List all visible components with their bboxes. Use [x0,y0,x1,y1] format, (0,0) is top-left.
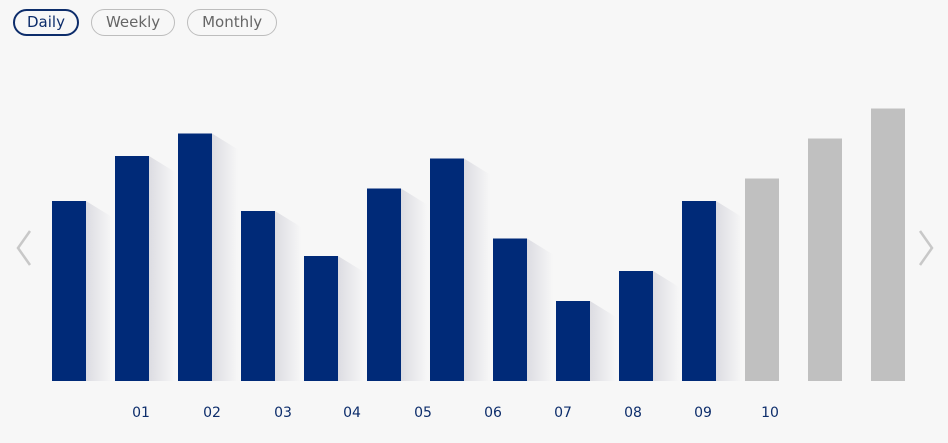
bar-shadow [716,201,742,381]
x-tick-label: 04 [343,405,361,421]
bar-shadow [212,133,238,381]
x-tick-label: 01 [132,405,150,421]
chevron-right-icon [918,230,934,266]
bar[interactable] [556,301,590,381]
chevron-left-icon [16,230,32,266]
bar[interactable] [871,108,905,382]
bar[interactable] [619,271,653,381]
bar-shadow [338,256,364,381]
x-tick-label: 02 [203,405,221,421]
bar-shadow [401,188,427,381]
bar[interactable] [745,178,779,382]
bar-shadow [149,156,175,381]
x-tick-label: 07 [554,405,572,421]
bar[interactable] [52,201,86,381]
bar[interactable] [493,238,527,382]
bar[interactable] [178,133,212,382]
tab-weekly[interactable]: Weekly [90,9,176,36]
bar[interactable] [430,158,464,382]
bar-shadow [464,158,490,381]
x-tick-label: 10 [761,405,779,421]
x-tick-label: 09 [694,405,712,421]
bar[interactable] [808,138,842,382]
bar-shadow [86,201,112,381]
next-button[interactable] [916,228,936,268]
bar[interactable] [304,256,338,381]
x-tick-label: 08 [624,405,642,421]
bar-shadow [590,301,616,381]
bar-shadow [275,211,301,381]
bar[interactable] [241,211,275,381]
x-tick-label: 03 [274,405,292,421]
tab-monthly[interactable]: Monthly [187,9,278,36]
bar-shadow [653,271,679,381]
tab-daily[interactable]: Daily [13,9,79,36]
bar[interactable] [367,188,401,382]
period-tabs: Daily Weekly Monthly [13,9,278,36]
bar[interactable] [682,201,716,381]
bar[interactable] [115,156,149,381]
bar-shadow [527,238,553,381]
x-tick-label: 05 [414,405,432,421]
x-tick-label: 06 [484,405,502,421]
prev-button[interactable] [14,228,34,268]
